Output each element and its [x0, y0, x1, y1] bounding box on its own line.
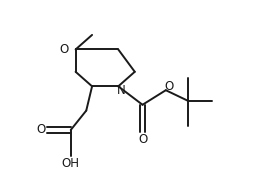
Text: O: O: [138, 133, 147, 146]
Text: O: O: [36, 123, 45, 137]
Text: O: O: [59, 43, 69, 56]
Text: N: N: [117, 84, 125, 97]
Text: O: O: [164, 80, 173, 93]
Text: OH: OH: [62, 157, 80, 171]
